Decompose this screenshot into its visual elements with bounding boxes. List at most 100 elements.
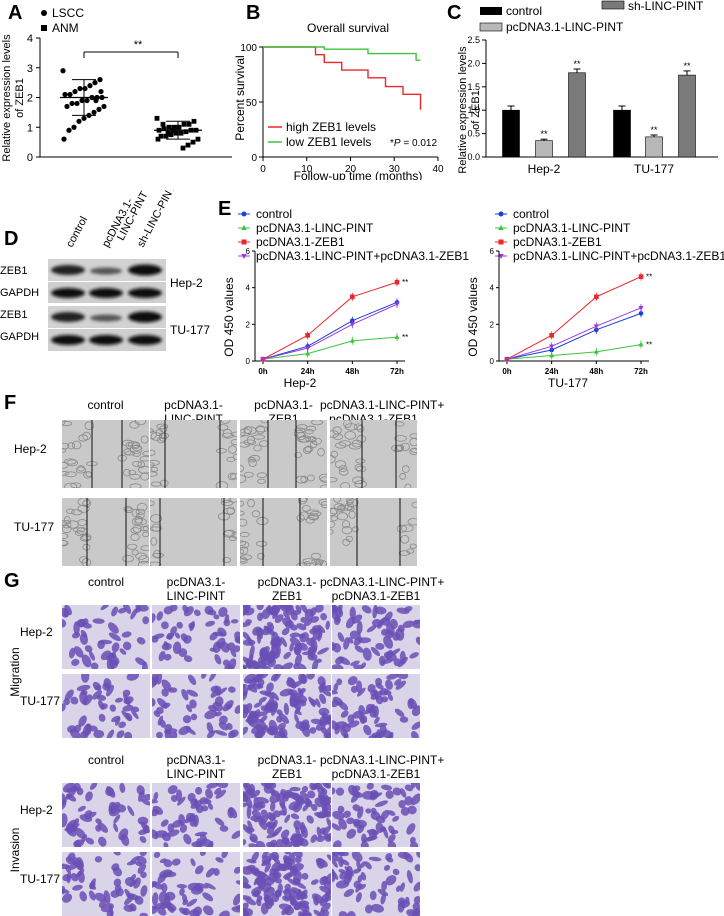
marker [241, 211, 247, 217]
transwell-image [152, 674, 240, 738]
y-tick-label: 0.5 [467, 129, 480, 139]
row-label-tu177: TU-177 [20, 872, 61, 886]
marker [241, 225, 247, 230]
x-tick-label: 24h [545, 367, 559, 376]
legend-label: pcDNA3.1-LINC-PINT+pcDNA3.1-ZEB1 [513, 249, 724, 263]
band [51, 288, 85, 298]
lscc-point [98, 88, 104, 95]
band [51, 312, 85, 322]
row-label-hep2: Hep-2 [20, 803, 53, 817]
y-tick-label: 2.5 [467, 35, 480, 45]
row-label-tu177: TU-177 [20, 694, 61, 708]
lscc-point [61, 136, 67, 142]
lscc-point [81, 115, 87, 121]
transwell-image [62, 783, 150, 847]
band [51, 265, 85, 275]
scratch-image [150, 420, 237, 488]
x-tick-label: 48h [589, 367, 603, 376]
legend-label: control [256, 207, 292, 221]
y-tick-label: 1.0 [467, 105, 480, 115]
y-tick-label: 0 [490, 357, 495, 366]
header-pint-zeb1: pcDNA3.1-LINC-PINT+ pcDNA3.1-ZEB1 [320, 753, 445, 781]
x-tick-label: 48h [345, 367, 359, 376]
row-label-tu177: TU-177 [14, 520, 55, 534]
panel-label-g: G [4, 570, 20, 592]
blot-cell-tu177: TU-177 [170, 323, 211, 337]
x-tick-label: 24h [301, 367, 315, 376]
y-tick-label: 0 [251, 153, 257, 164]
growth-line [262, 301, 398, 360]
panel-e-title-tu177: TU-177 [548, 376, 588, 390]
lscc-point [84, 97, 90, 104]
growth-line [506, 312, 642, 360]
header-control: control [87, 575, 125, 589]
anm-point [185, 142, 191, 148]
sig-label: ** [540, 129, 548, 139]
panel-b-plot: 0 50 100 0 10 20 30 40 [240, 43, 444, 175]
panel-label-a: A [8, 2, 23, 24]
y-tick-label: 0 [27, 152, 33, 164]
marker [498, 254, 504, 259]
marker [498, 239, 504, 245]
growth-line [262, 336, 398, 360]
transwell-image [152, 605, 240, 669]
transwell-image [243, 674, 331, 738]
transwell-image [332, 852, 420, 916]
sig-label: ** [573, 59, 581, 69]
legend-low: low ZEB1 levels [286, 135, 371, 149]
panel-c-chart: 0.0 0.5 1.0 1.5 2.0 2.5 ** ** Hep-2 ** ** TU-177 co… [457, 0, 718, 176]
legend-lscc: LSCC [52, 6, 84, 20]
panel-label-b: B [246, 2, 261, 24]
x-tick-label: 0h [258, 367, 267, 376]
header-pint-zeb1: pcDNA3.1-LINC-PINT+ pcDNA3.1-ZEB1 [320, 575, 445, 603]
legend-c-control: control [506, 4, 542, 18]
blot-col-control: control [64, 215, 90, 250]
y-tick-label: 2 [246, 320, 251, 329]
panel-label-d: D [4, 228, 19, 250]
panel-b-ylabel: Percent survival [233, 55, 247, 140]
x-tick-label: 0h [502, 367, 511, 376]
header-control: control [87, 398, 124, 412]
panel-b-pvalue: *P = 0.012 [390, 138, 437, 149]
anm-point [183, 129, 189, 135]
sig-label: ** [646, 341, 652, 350]
anm-point [168, 132, 174, 138]
marker [260, 357, 266, 362]
x-tick-label: 20 [345, 164, 357, 175]
panel-a-ylabel: Relative expression levelsof ZEB1 [1, 34, 26, 162]
x-tick-label: 30 [389, 164, 401, 175]
legend-sh-swatch [601, 0, 625, 10]
x-tick-label: 0 [260, 164, 266, 175]
blot-row-zeb1-b: ZEB1 [0, 309, 28, 321]
y-tick-label: 4 [27, 33, 33, 45]
blot-bands [48, 259, 166, 351]
transwell-image [62, 605, 150, 669]
lscc-point [64, 103, 70, 110]
x-tick-label: 10 [301, 164, 313, 175]
panel-label-c: C [447, 2, 462, 24]
panel-e-ylabel-2: OD 450 values [466, 277, 480, 356]
bar-control [502, 109, 520, 158]
growth-line [506, 307, 642, 360]
y-tick-label: 0.0 [467, 152, 480, 162]
sig-label: ** [646, 273, 652, 282]
lscc-point [91, 109, 97, 115]
blot-row-labels: ZEB1 GAPDH ZEB1 GAPDH [0, 260, 39, 348]
lscc-point [101, 103, 107, 110]
bar-pcdna3.1-linc-pint [645, 136, 663, 158]
panel-d-blot: control pcDNA3.1-LINC-PINT sh-LINC-PINT … [0, 190, 215, 370]
anm-point [154, 115, 160, 121]
scratch-image [240, 420, 327, 488]
marker [241, 254, 247, 259]
anm-point [173, 130, 179, 136]
marker [241, 239, 247, 245]
sig-label: ** [683, 61, 691, 71]
panel-b-chart: 0 50 100 0 10 20 30 40 Overall survival Percent… [233, 21, 444, 180]
panel-f-scratch: control pcDNA3.1- LINC-PINT pcDNA3.1- ZEB1… [0, 398, 724, 570]
lscc-point [60, 68, 66, 74]
panel-label-f: F [4, 392, 17, 414]
anm-point [190, 139, 196, 145]
blot-cell-hep2: Hep-2 [170, 276, 203, 290]
band [128, 311, 162, 323]
marker [504, 357, 510, 362]
